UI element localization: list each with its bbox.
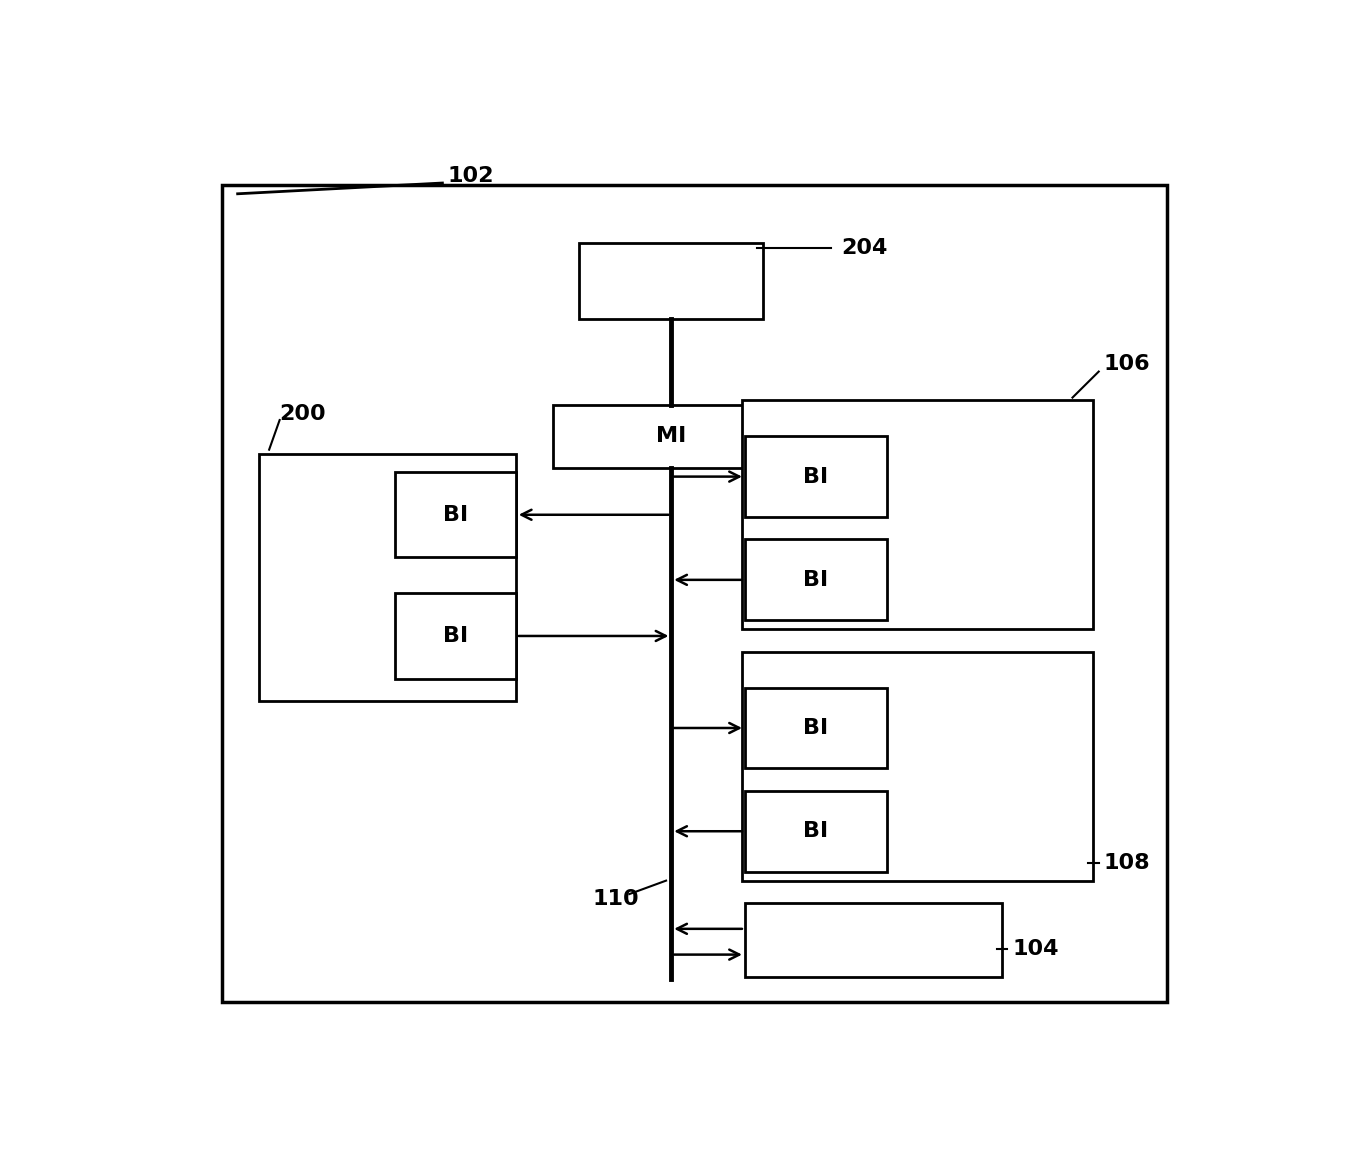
Bar (741, 652, 1093, 880)
Bar (745, 688, 886, 768)
Text: 106: 106 (1104, 354, 1150, 374)
Text: 102: 102 (447, 166, 495, 185)
Bar (396, 472, 516, 557)
Bar (259, 455, 516, 701)
Bar (745, 540, 886, 620)
Text: BI: BI (804, 821, 828, 841)
Text: BI: BI (804, 466, 828, 486)
Text: 200: 200 (279, 403, 327, 423)
Text: BI: BI (804, 718, 828, 738)
Bar (745, 902, 1003, 977)
Bar (745, 791, 886, 872)
Text: 204: 204 (841, 238, 888, 258)
Bar (579, 244, 763, 319)
Bar (741, 400, 1093, 630)
Bar (745, 436, 886, 517)
Bar (396, 593, 516, 679)
Text: BI: BI (804, 570, 828, 590)
Text: BI: BI (443, 505, 467, 525)
Text: 108: 108 (1104, 852, 1150, 872)
Text: BI: BI (443, 626, 467, 646)
Bar (553, 405, 789, 468)
Text: 104: 104 (1012, 939, 1060, 958)
Text: MI: MI (656, 427, 686, 447)
Text: 110: 110 (592, 888, 640, 908)
